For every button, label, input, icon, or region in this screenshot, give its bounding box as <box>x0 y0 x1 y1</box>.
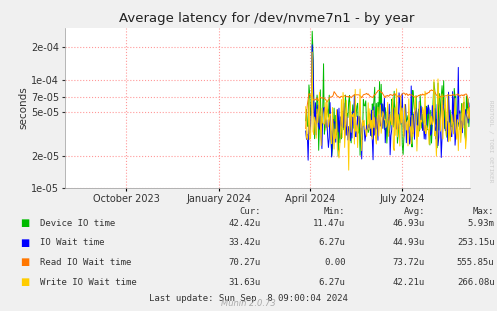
Text: Munin 2.0.73: Munin 2.0.73 <box>221 299 276 308</box>
Text: Read IO Wait time: Read IO Wait time <box>40 258 131 267</box>
Text: IO Wait time: IO Wait time <box>40 239 104 247</box>
Text: 31.63u: 31.63u <box>229 278 261 286</box>
Title: Average latency for /dev/nvme7n1 - by year: Average latency for /dev/nvme7n1 - by ye… <box>119 12 415 26</box>
Text: Min:: Min: <box>324 207 345 216</box>
Text: RRDTOOL / TOBI OETIKER: RRDTOOL / TOBI OETIKER <box>489 100 494 182</box>
Text: 266.08u: 266.08u <box>457 278 495 286</box>
Text: 73.72u: 73.72u <box>393 258 425 267</box>
Text: 6.27u: 6.27u <box>319 239 345 247</box>
Text: Device IO time: Device IO time <box>40 219 115 228</box>
Text: 6.27u: 6.27u <box>319 278 345 286</box>
Text: 253.15u: 253.15u <box>457 239 495 247</box>
Text: ■: ■ <box>20 258 29 267</box>
Text: 11.47u: 11.47u <box>313 219 345 228</box>
Text: Avg:: Avg: <box>404 207 425 216</box>
Text: Cur:: Cur: <box>240 207 261 216</box>
Text: 46.93u: 46.93u <box>393 219 425 228</box>
Text: 555.85u: 555.85u <box>457 258 495 267</box>
Text: ■: ■ <box>20 218 29 228</box>
Text: Last update: Sun Sep  8 09:00:04 2024: Last update: Sun Sep 8 09:00:04 2024 <box>149 294 348 303</box>
Text: 44.93u: 44.93u <box>393 239 425 247</box>
Text: 42.42u: 42.42u <box>229 219 261 228</box>
Text: Max:: Max: <box>473 207 495 216</box>
Text: 33.42u: 33.42u <box>229 239 261 247</box>
Text: 70.27u: 70.27u <box>229 258 261 267</box>
Y-axis label: seconds: seconds <box>18 87 28 129</box>
Text: ■: ■ <box>20 238 29 248</box>
Text: Write IO Wait time: Write IO Wait time <box>40 278 137 286</box>
Text: ■: ■ <box>20 277 29 287</box>
Text: 42.21u: 42.21u <box>393 278 425 286</box>
Text: 0.00: 0.00 <box>324 258 345 267</box>
Text: 5.93m: 5.93m <box>468 219 495 228</box>
